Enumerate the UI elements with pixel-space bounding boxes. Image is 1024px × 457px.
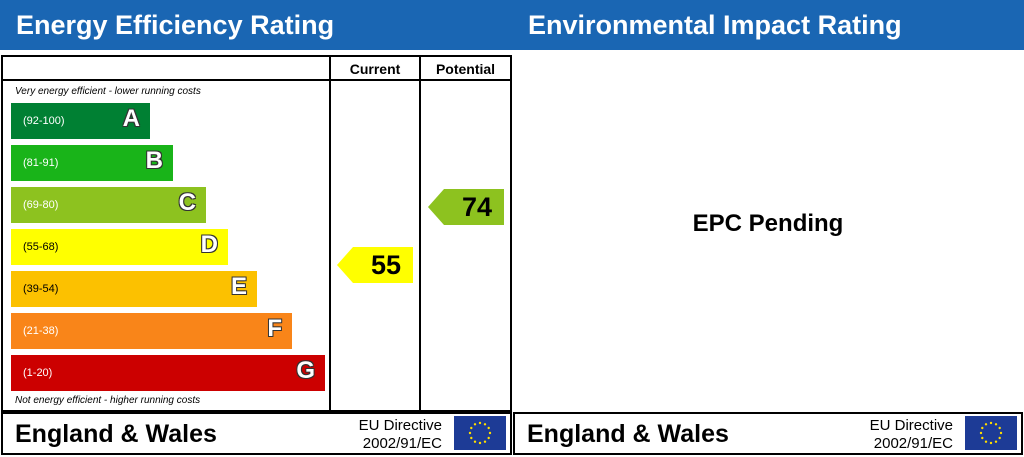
band-letter: B — [145, 147, 163, 174]
eu-flag-icon — [965, 416, 1017, 450]
right-footer: England & Wales EU Directive 2002/91/EC — [513, 412, 1023, 455]
band-letter: C — [178, 189, 196, 216]
band-a: (92-100) A — [11, 103, 150, 139]
epc-pending-status: EPC Pending — [692, 210, 844, 237]
band-letter: E — [230, 273, 247, 300]
eu-directive: EU Directive 2002/91/EC — [870, 417, 953, 453]
band-letter: A — [122, 105, 140, 132]
current-rating-value: 55 — [370, 250, 401, 280]
top-note: Very energy efficient - lower running co… — [15, 86, 201, 97]
band-letter: G — [296, 357, 315, 384]
band-range: (39-54) — [23, 283, 59, 295]
band-f: (21-38) F — [11, 313, 292, 349]
band-range: (81-91) — [23, 157, 59, 169]
band-range: (92-100) — [23, 115, 65, 127]
band-c: (69-80) C — [11, 187, 206, 223]
potential-column-header: Potential — [435, 61, 496, 77]
current-column-divider — [329, 57, 331, 410]
band-letter: D — [200, 231, 218, 258]
environmental-impact-header: Environmental Impact Rating — [512, 0, 1024, 50]
potential-rating-value: 74 — [461, 192, 492, 222]
current-rating-arrow: 55 — [337, 247, 413, 283]
arrow-shape-icon — [337, 247, 413, 283]
band-range: (69-80) — [23, 199, 59, 211]
region-label: England & Wales — [527, 420, 729, 448]
band-range: (1-20) — [23, 367, 53, 379]
energy-efficiency-chart: Current Potential Very energy efficient … — [1, 55, 512, 412]
directive-line2: 2002/91/EC — [873, 435, 953, 452]
eu-directive: EU Directive 2002/91/EC — [359, 417, 442, 453]
band-letter: F — [267, 315, 282, 342]
region-label: England & Wales — [15, 420, 217, 448]
current-column-header: Current — [349, 61, 401, 77]
arrow-shape-icon — [428, 189, 504, 225]
potential-column-divider — [419, 57, 421, 410]
directive-line1: EU Directive — [869, 417, 953, 434]
band-b: (81-91) B — [11, 145, 173, 181]
band-range: (55-68) — [23, 241, 59, 253]
band-e: (39-54) E — [11, 271, 257, 307]
energy-efficiency-header: Energy Efficiency Rating — [0, 0, 512, 50]
left-footer: England & Wales EU Directive 2002/91/EC — [1, 412, 512, 455]
band-range: (21-38) — [23, 325, 59, 337]
potential-rating-arrow: 74 — [428, 189, 504, 225]
band-g: (1-20) G — [11, 355, 325, 391]
directive-line2: 2002/91/EC — [362, 435, 442, 452]
bottom-note: Not energy efficient - higher running co… — [15, 395, 201, 406]
band-d: (55-68) D — [11, 229, 228, 265]
header-divider — [3, 79, 510, 81]
eu-flag-icon — [454, 416, 506, 450]
directive-line1: EU Directive — [358, 417, 442, 434]
